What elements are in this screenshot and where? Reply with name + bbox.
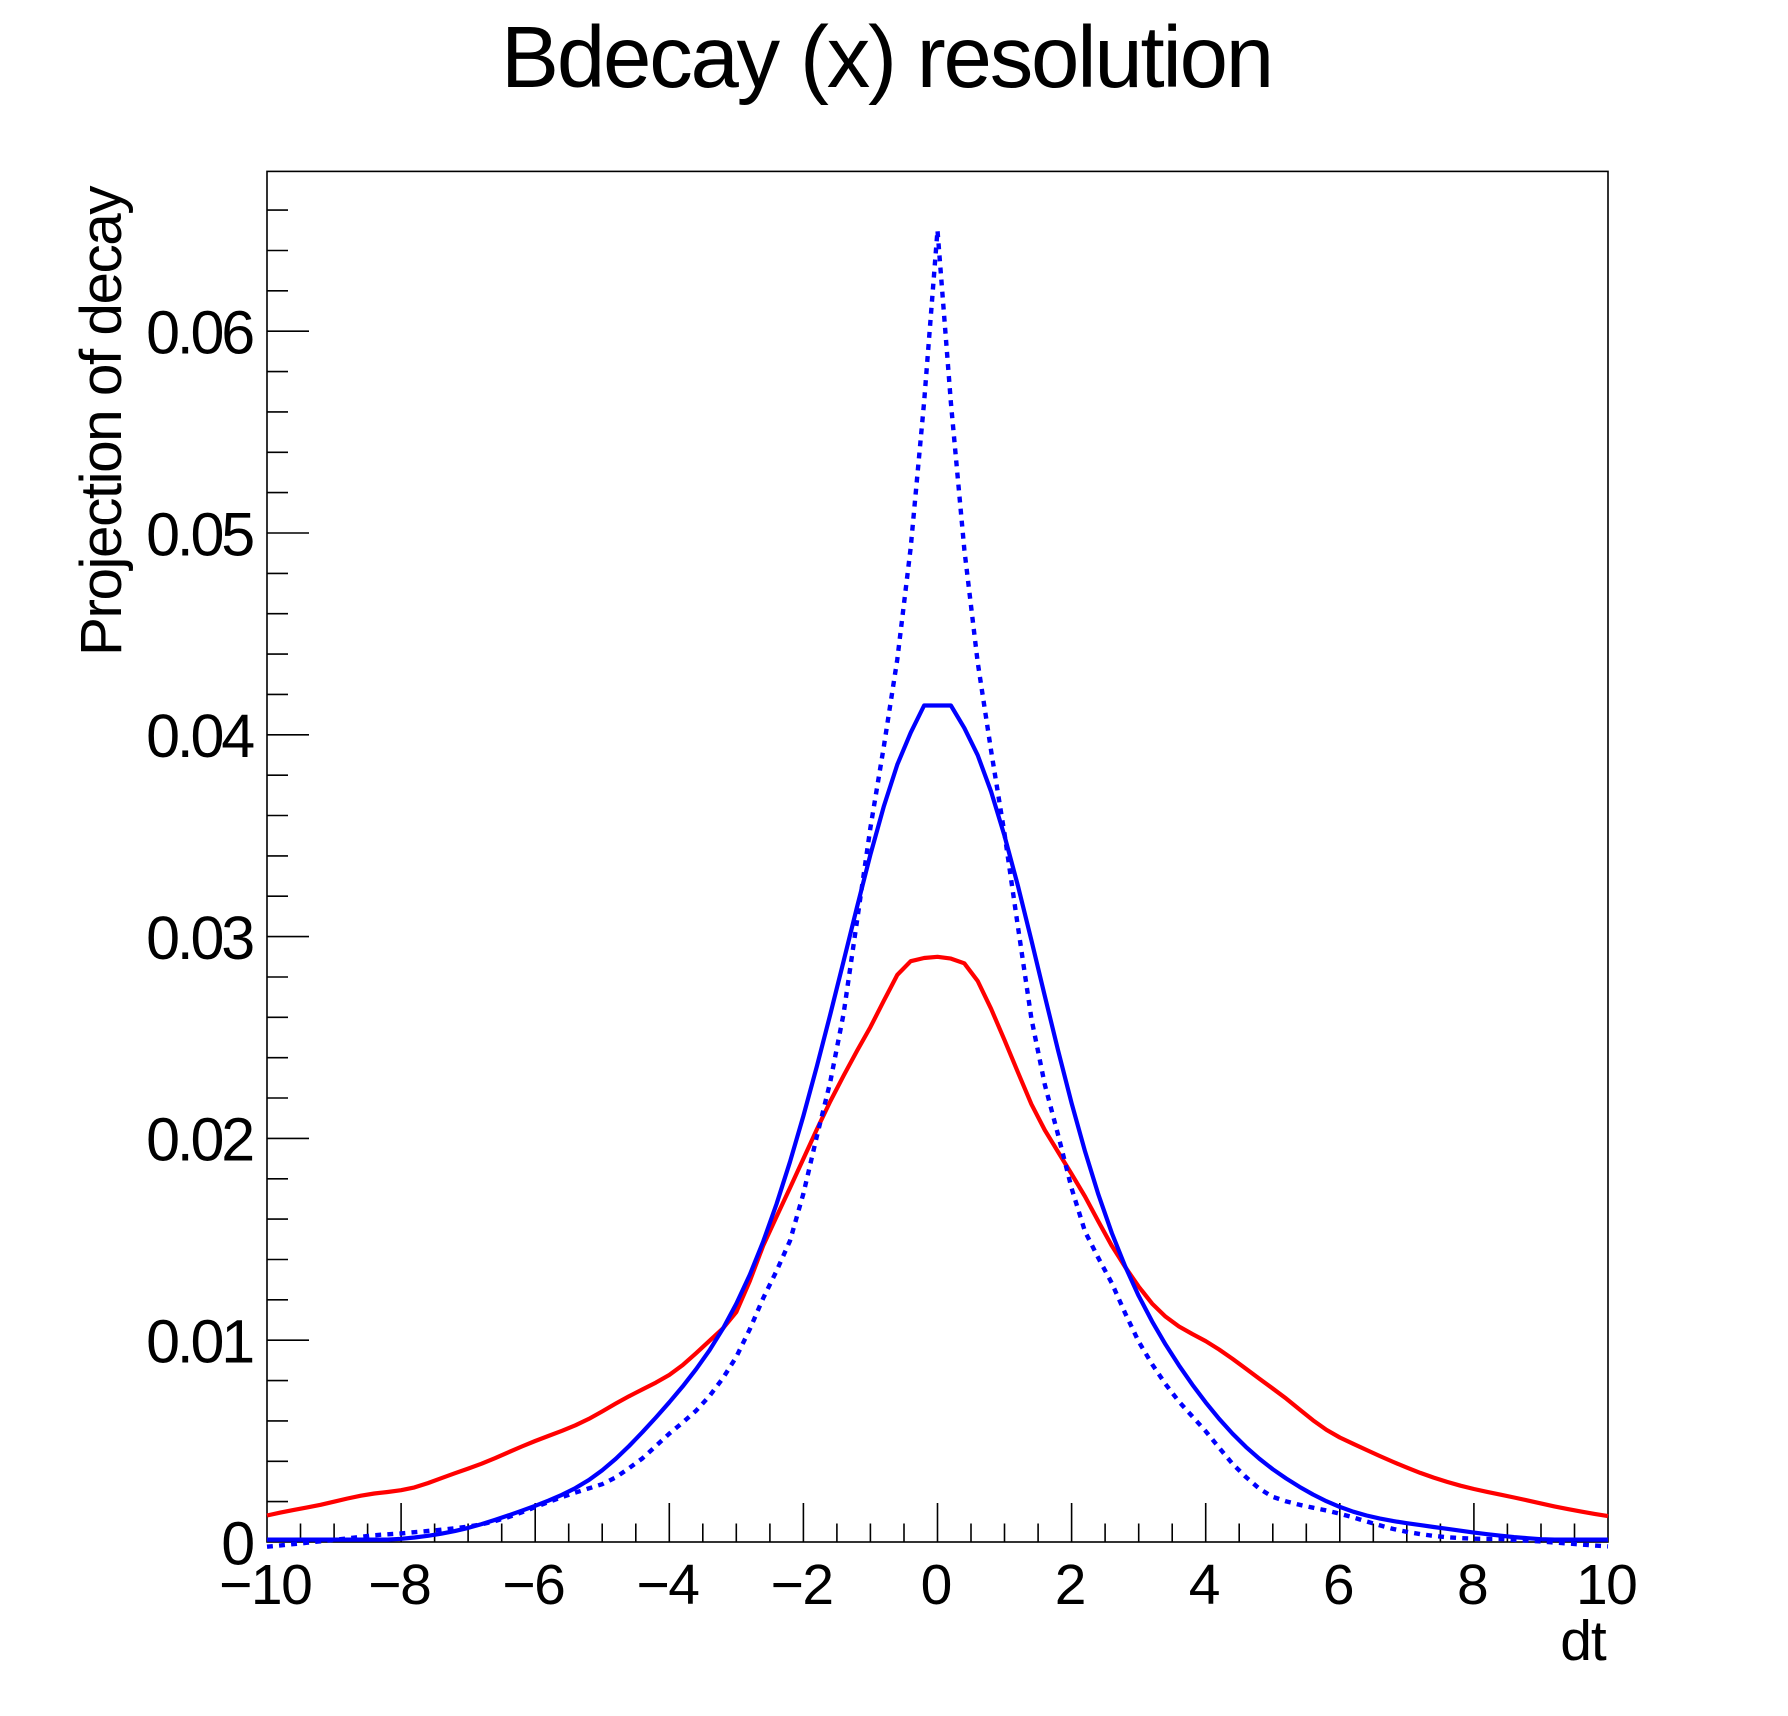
svg-text:−10: −10 xyxy=(219,1553,311,1617)
svg-text:0.02: 0.02 xyxy=(146,1106,252,1174)
svg-text:−6: −6 xyxy=(502,1553,564,1617)
svg-text:0: 0 xyxy=(921,1553,951,1617)
svg-text:8: 8 xyxy=(1457,1553,1487,1617)
svg-text:2: 2 xyxy=(1055,1553,1085,1617)
svg-text:−2: −2 xyxy=(771,1553,833,1617)
svg-text:6: 6 xyxy=(1323,1553,1353,1617)
svg-text:−4: −4 xyxy=(637,1553,700,1617)
svg-text:0.04: 0.04 xyxy=(146,702,254,770)
svg-text:0.01: 0.01 xyxy=(146,1308,252,1376)
svg-text:0.03: 0.03 xyxy=(146,904,253,972)
svg-text:4: 4 xyxy=(1189,1553,1220,1617)
svg-text:0: 0 xyxy=(221,1509,253,1577)
svg-text:10: 10 xyxy=(1576,1553,1636,1617)
svg-text:dt: dt xyxy=(1560,1609,1607,1673)
svg-text:0.05: 0.05 xyxy=(146,500,253,568)
svg-text:−8: −8 xyxy=(368,1553,430,1617)
svg-text:Bdecay (x) resolution: Bdecay (x) resolution xyxy=(501,9,1272,106)
svg-text:Projection of decay: Projection of decay xyxy=(69,185,134,656)
svg-text:0.06: 0.06 xyxy=(146,299,253,367)
